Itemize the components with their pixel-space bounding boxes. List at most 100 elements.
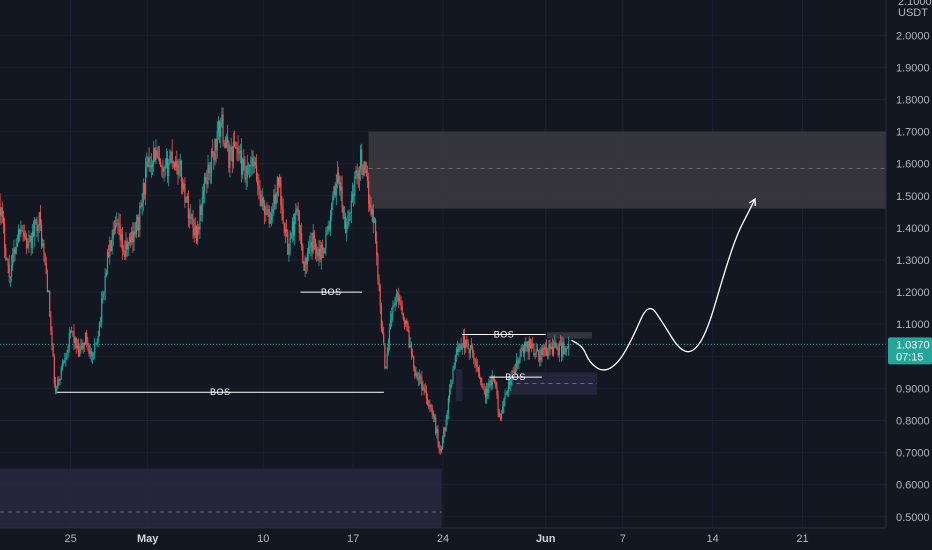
zone-1 xyxy=(0,468,442,528)
candle-body xyxy=(455,348,458,356)
candle-body xyxy=(253,162,255,167)
candle-body xyxy=(94,342,96,354)
candle-body xyxy=(74,337,76,343)
candle-body xyxy=(287,232,289,255)
candle-body xyxy=(170,151,172,157)
candle-body xyxy=(312,232,314,252)
candle-body xyxy=(37,225,39,231)
candle-body xyxy=(32,231,35,237)
candle-body xyxy=(71,330,73,332)
candle-body xyxy=(363,161,365,176)
candle-body xyxy=(347,221,349,226)
candle-body xyxy=(42,243,44,247)
projection-arrowhead xyxy=(748,197,756,207)
candle-body xyxy=(400,302,402,307)
candle-body xyxy=(492,377,495,380)
candle-body xyxy=(73,331,75,343)
candle-body xyxy=(111,238,113,251)
candle-body xyxy=(378,279,380,286)
candle-body xyxy=(72,331,74,332)
candle-body xyxy=(68,332,70,347)
zone-0 xyxy=(368,131,886,209)
candle-body xyxy=(229,152,231,168)
candle-body xyxy=(201,197,203,216)
candle-body xyxy=(319,248,321,260)
candle-body xyxy=(439,448,441,452)
price-axis[interactable]: 2.1000 USDT 2.0000 1.9000 1.8000 1.7000 1.60… xyxy=(885,0,932,528)
candle-body xyxy=(520,347,522,356)
candle-body xyxy=(549,344,551,349)
candle-body xyxy=(76,345,79,349)
candle-body xyxy=(171,151,173,164)
candle-body xyxy=(181,181,184,190)
candle-body xyxy=(318,248,320,257)
candle-body xyxy=(534,354,536,355)
candle-body xyxy=(411,353,414,357)
candle-body xyxy=(512,371,514,373)
candle-body xyxy=(203,176,206,192)
candle-body xyxy=(50,316,52,331)
x-tick-label: Jun xyxy=(536,533,556,545)
candle-body xyxy=(262,197,265,204)
candle-body xyxy=(10,264,13,278)
y-tick-label: 1.9000 xyxy=(896,62,930,74)
candle-body xyxy=(563,342,565,354)
candle-body xyxy=(0,207,2,216)
candle-body xyxy=(414,368,416,376)
candle-body xyxy=(133,231,135,243)
candle-body xyxy=(247,165,250,166)
y-tick-label: 1.3000 xyxy=(896,255,930,267)
candle-body xyxy=(424,389,426,393)
candle-body xyxy=(528,338,530,353)
candle-body xyxy=(317,253,319,257)
candle-body xyxy=(328,226,330,230)
candle-body xyxy=(445,419,447,431)
candle-body xyxy=(97,335,99,342)
x-tick-label: 25 xyxy=(64,533,76,545)
candle-body xyxy=(366,175,369,182)
candle-body xyxy=(354,176,356,197)
candle-body xyxy=(220,122,222,137)
candle-body xyxy=(119,224,121,241)
candle-body xyxy=(96,341,98,344)
candle-body xyxy=(462,335,465,347)
candle-body xyxy=(8,264,10,278)
candle-body xyxy=(225,137,228,148)
candle-body xyxy=(544,347,547,350)
projection-curve xyxy=(571,198,756,371)
candle-body xyxy=(44,254,46,264)
candle-body xyxy=(280,177,282,206)
candle-body xyxy=(228,142,230,168)
candle-body xyxy=(276,177,278,195)
candle-body xyxy=(384,343,386,369)
candle-body xyxy=(210,150,213,173)
candle-body xyxy=(295,210,297,214)
candle-body xyxy=(305,258,307,265)
candle-body xyxy=(273,194,275,210)
candle-body xyxy=(350,200,352,213)
candle-body xyxy=(1,207,3,217)
candle-body xyxy=(505,393,507,395)
candle-body xyxy=(385,367,387,369)
candle-body xyxy=(542,347,544,355)
candle-body xyxy=(45,263,47,274)
candle-body xyxy=(132,231,134,243)
candle-body xyxy=(139,205,141,230)
candle-body xyxy=(282,209,284,225)
candle-body xyxy=(217,121,220,131)
candle-body xyxy=(47,290,50,292)
candle-body xyxy=(17,229,20,243)
candle-body xyxy=(457,348,459,352)
time-axis[interactable]: 25 May 10 17 24 Jun 7 14 21 xyxy=(0,527,932,550)
candle-body xyxy=(522,348,525,354)
candle-body xyxy=(487,388,489,393)
candle-body xyxy=(2,216,5,225)
candle-body xyxy=(488,382,490,393)
candle-body xyxy=(114,225,117,230)
candle-body xyxy=(562,342,564,357)
candle-body xyxy=(497,395,499,412)
y-axis-top-label: 2.1000 xyxy=(898,0,932,8)
candle-body xyxy=(75,337,77,349)
candle-body xyxy=(41,224,43,247)
